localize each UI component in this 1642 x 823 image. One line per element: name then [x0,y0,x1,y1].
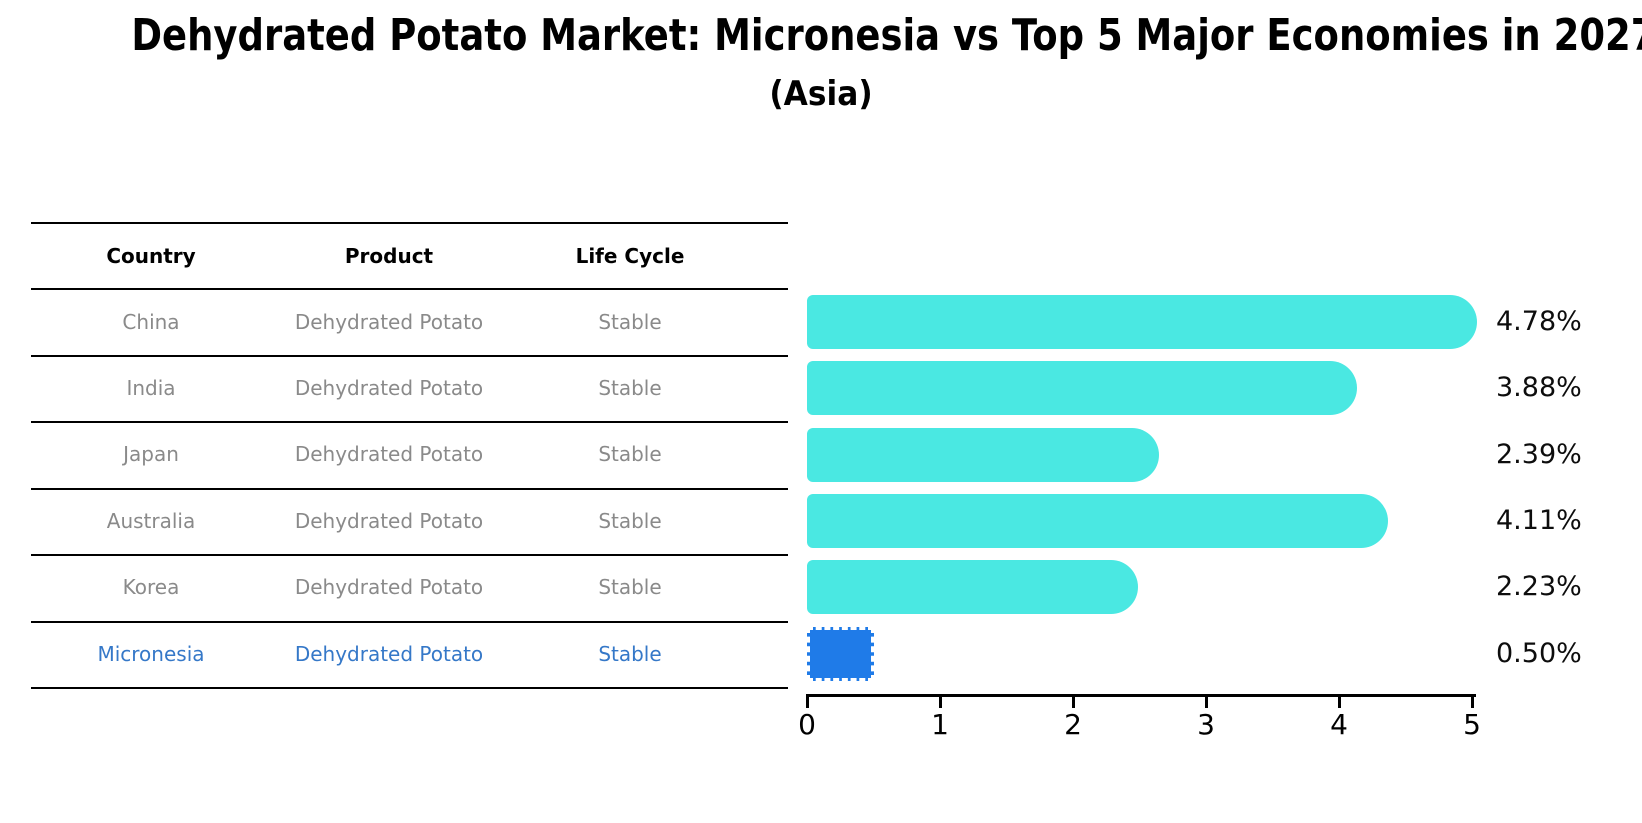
table-row-line [31,421,788,423]
bar-value-label: 4.78% [1496,306,1582,337]
table-header-line [31,288,788,290]
table-cell-life-cycle-micronesia: Stable [598,642,662,666]
bar-australia [807,494,1388,548]
bar-japan [807,428,1159,482]
table-cell-life-cycle: Stable [598,310,662,334]
x-axis-tick [1338,697,1341,708]
x-axis-tick-label: 1 [931,708,949,741]
column-header-life-cycle: Life Cycle [575,244,685,268]
table-cell-product: Dehydrated Potato [294,376,484,400]
table-cell-product: Dehydrated Potato [294,310,484,334]
table-cell-product: Dehydrated Potato [294,575,484,599]
x-axis-tick-label: 4 [1330,708,1348,741]
table-cell-product: Dehydrated Potato [294,442,484,466]
table-top-line [31,222,788,224]
x-axis-line [806,694,1476,697]
bar-value-label: 2.39% [1496,439,1582,470]
table-cell-country-micronesia: Micronesia [97,642,205,666]
bar-korea [807,560,1138,614]
x-axis-tick-label: 5 [1463,708,1481,741]
table-cell-country: Korea [122,575,180,599]
column-header-country: Country [106,244,196,268]
table-cell-life-cycle: Stable [598,575,662,599]
table-cell-life-cycle: Stable [598,509,662,533]
x-axis-tick [939,697,942,708]
bar-value-label: 2.23% [1496,571,1582,602]
column-header-product: Product [344,244,434,268]
chart-title: Dehydrated Potato Market: Micronesia vs … [131,10,1642,61]
bar-value-label: 4.11% [1496,505,1582,536]
table-row-line [31,488,788,490]
bar-india [807,361,1357,415]
table-cell-life-cycle: Stable [598,442,662,466]
chart-subtitle: (Asia) [769,74,873,114]
bar-micronesia [807,627,874,681]
table-cell-country: India [126,376,176,400]
x-axis-tick [1072,697,1075,708]
table-cell-product-micronesia: Dehydrated Potato [294,642,484,666]
table-cell-country: China [122,310,180,334]
table-cell-product: Dehydrated Potato [294,509,484,533]
bar-value-label: 3.88% [1496,372,1582,403]
x-axis-tick-label: 2 [1064,708,1082,741]
table-cell-country: Japan [123,442,179,466]
x-axis-tick-label: 0 [798,708,816,741]
table-bottom-line [31,687,788,689]
table-row-line [31,621,788,623]
bar-value-label: 0.50% [1496,638,1582,669]
table-row-line [31,355,788,357]
x-axis-tick [1205,697,1208,708]
table-cell-life-cycle: Stable [598,376,662,400]
table-cell-country: Australia [106,509,196,533]
table-row-line [31,554,788,556]
x-axis-tick [1471,697,1474,708]
x-axis-tick-label: 3 [1197,708,1215,741]
bar-china [807,295,1477,349]
x-axis-tick [806,697,809,708]
